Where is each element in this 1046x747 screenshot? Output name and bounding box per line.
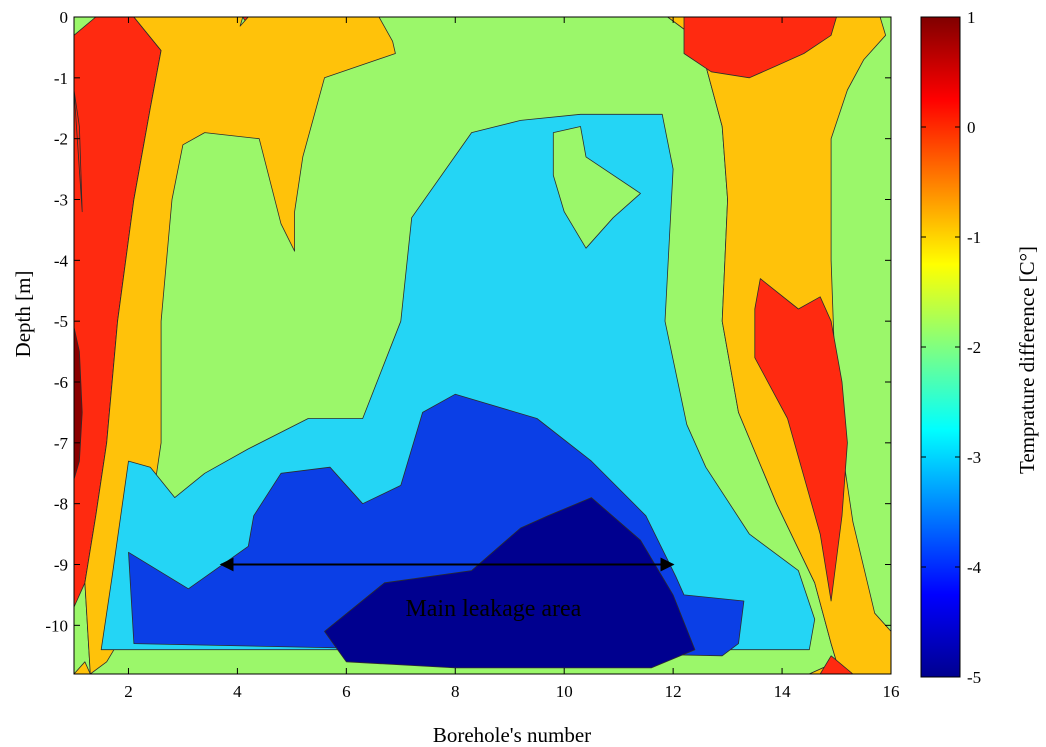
- x-tick-label: 2: [124, 682, 133, 701]
- colorbar-tick-label: -2: [967, 338, 981, 357]
- y-tick-label: -1: [54, 69, 68, 88]
- y-tick-label: -5: [54, 312, 68, 331]
- x-tick-label: 6: [342, 682, 351, 701]
- colorbar-tick-label: -5: [967, 668, 981, 687]
- x-tick-label: 12: [665, 682, 682, 701]
- y-tick-label: -3: [54, 191, 68, 210]
- colorbar-gradient: [920, 16, 961, 678]
- colorbar-title: Temprature difference [C°]: [1015, 246, 1039, 474]
- x-tick-label: 16: [883, 682, 900, 701]
- y-tick-label: -6: [54, 373, 68, 392]
- y-tick-label: -10: [45, 616, 68, 635]
- colorbar-tick-label: -4: [967, 558, 982, 577]
- y-tick-label: -8: [54, 495, 68, 514]
- y-tick-label: -2: [54, 130, 68, 149]
- contour-region-level-0: [683, 17, 837, 79]
- plot-area: [73, 16, 892, 675]
- contour-region-level-0: [754, 278, 848, 602]
- colorbar-ticks: 1 0 -1 -2 -3 -4 -5: [921, 8, 982, 687]
- y-tick-label: -7: [54, 434, 69, 453]
- y-axis-ticks: 0 -1 -2 -3 -4 -5 -6 -7 -8 -9 -10: [45, 8, 891, 635]
- x-tick-label: 14: [774, 682, 792, 701]
- colorbar-tick-label: 1: [967, 8, 976, 27]
- annotations: Main leakage area: [219, 557, 675, 622]
- colorbar: 1 0 -1 -2 -3 -4 -5: [920, 8, 982, 687]
- y-tick-label: -4: [54, 251, 69, 270]
- contour-region-level-0: [819, 655, 854, 674]
- contour-region-level-neg2: [552, 126, 641, 249]
- x-tick-label: 10: [556, 682, 573, 701]
- colorbar-tick-label: -3: [967, 448, 981, 467]
- contour-region-level-1: [74, 326, 83, 480]
- contour-region-level-neg1: [84, 17, 396, 674]
- x-tick-label: 4: [233, 682, 242, 701]
- y-tick-label: -9: [54, 556, 68, 575]
- y-tick-label: 0: [60, 8, 69, 27]
- x-axis-ticks: 2 4 6 8 10 12 14 16: [124, 17, 900, 701]
- x-axis-title: Borehole's number: [433, 723, 591, 747]
- y-axis-title: Depth [m]: [11, 271, 35, 358]
- contour-region-level-neg1: [74, 661, 91, 674]
- plot-frame: [73, 16, 892, 675]
- contour-region-level-0: [74, 89, 83, 213]
- annotation-label: Main leakage area: [405, 596, 581, 622]
- colorbar-tick-label: 0: [967, 118, 976, 137]
- contour-regions: [74, 17, 891, 674]
- x-tick-label: 8: [451, 682, 460, 701]
- colorbar-tick-label: -1: [967, 228, 981, 247]
